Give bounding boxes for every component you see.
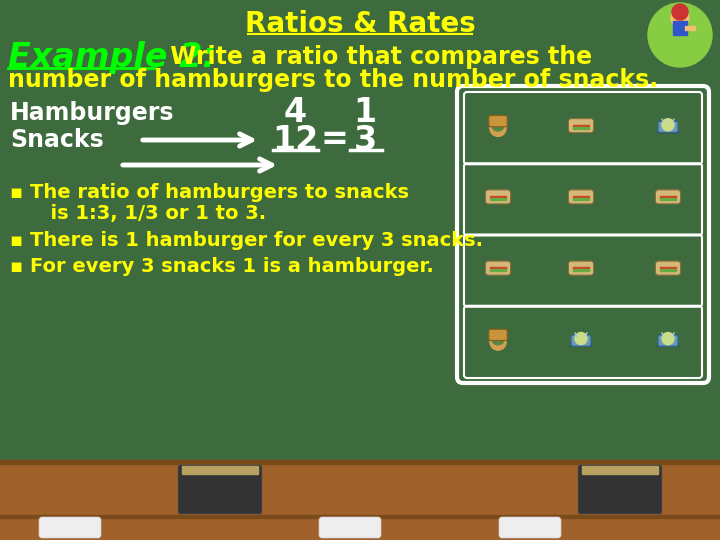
Text: number of hamburgers to the number of snacks.: number of hamburgers to the number of sn… [8,68,658,92]
Bar [685,26,695,30]
FancyBboxPatch shape [499,517,561,538]
Circle shape [492,332,504,345]
Circle shape [492,118,504,131]
Text: Ratios & Rates: Ratios & Rates [245,10,475,38]
Text: 12: 12 [272,124,318,157]
Circle shape [490,120,506,137]
FancyBboxPatch shape [658,335,678,346]
Text: Snacks: Snacks [10,128,104,152]
FancyBboxPatch shape [568,190,593,204]
Bar [582,466,658,474]
Bar [660,196,676,198]
Bar [490,267,506,269]
Bar [673,21,687,35]
Text: Hamburgers: Hamburgers [10,101,174,125]
FancyBboxPatch shape [489,116,507,127]
Circle shape [648,3,712,67]
FancyBboxPatch shape [657,343,679,347]
FancyBboxPatch shape [178,465,262,514]
FancyBboxPatch shape [655,190,680,204]
FancyBboxPatch shape [489,329,507,341]
FancyBboxPatch shape [485,190,510,204]
Bar [490,196,506,198]
Circle shape [662,119,674,131]
Text: 4: 4 [284,97,307,130]
Text: ▪ For every 3 snacks 1 is a hamburger.: ▪ For every 3 snacks 1 is a hamburger. [10,256,433,275]
Bar [0,515,720,518]
Text: 1: 1 [354,97,377,130]
Circle shape [672,4,688,20]
FancyBboxPatch shape [568,261,593,275]
Circle shape [671,9,689,27]
Bar [573,267,589,269]
FancyBboxPatch shape [570,343,592,347]
Bar [660,198,676,200]
Text: ▪ The ratio of hamburgers to snacks: ▪ The ratio of hamburgers to snacks [10,183,409,201]
Bar [490,198,506,200]
Bar [490,269,506,271]
Text: ▪ There is 1 hamburger for every 3 snacks.: ▪ There is 1 hamburger for every 3 snack… [10,231,483,249]
FancyBboxPatch shape [485,261,510,275]
FancyBboxPatch shape [571,335,591,346]
Circle shape [662,333,674,345]
Bar [0,460,720,464]
FancyBboxPatch shape [655,261,680,275]
Bar [182,466,258,474]
Circle shape [575,333,587,345]
Bar [660,267,676,269]
Bar [573,125,589,126]
Bar [573,198,589,200]
Bar [0,460,720,540]
FancyBboxPatch shape [319,517,381,538]
FancyBboxPatch shape [658,121,678,132]
Circle shape [490,334,506,350]
Bar [660,269,676,271]
Bar [573,269,589,271]
Text: Write a ratio that compares the: Write a ratio that compares the [162,45,592,69]
FancyBboxPatch shape [39,517,101,538]
FancyBboxPatch shape [657,129,679,133]
Text: =: = [320,124,348,157]
FancyBboxPatch shape [578,465,662,514]
Text: 3: 3 [354,124,377,157]
Text: Example 2:: Example 2: [8,40,216,73]
FancyBboxPatch shape [568,119,593,133]
Text: is 1:3, 1/3 or 1 to 3.: is 1:3, 1/3 or 1 to 3. [10,205,266,224]
Bar [573,196,589,198]
Bar [573,126,589,129]
